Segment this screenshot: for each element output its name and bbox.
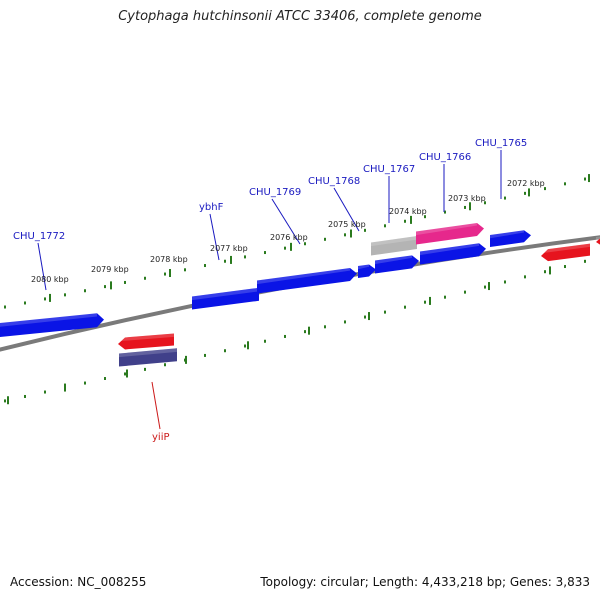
gene-highlight [119,348,177,358]
gene-highlight [192,287,259,301]
gene-yiip [119,348,177,367]
gene-chu-1769 [257,267,357,294]
gene-body [118,333,174,350]
gene-highlight [358,263,369,270]
tick-label: 2078 kbp [150,255,188,264]
genome-backbone [0,235,600,352]
map-title: Cytophaga hutchinsonii ATCC 33406, compl… [118,9,482,24]
tick-label: 2075 kbp [328,220,366,229]
gene-body [420,243,486,265]
gene-body [192,287,259,310]
leader-line [333,187,360,232]
inner-tick-ring [4,259,586,405]
gene-features [0,221,600,367]
gene-body [596,238,600,245]
tick-label: 2072 kbp [507,179,545,188]
gene-chu-1768 [358,263,376,278]
gene-label: CHU_1768 [308,176,360,187]
gene-highlight [490,229,524,239]
accession-text: Accession: NC_008255 [10,575,147,589]
gene-label: ybhF [199,202,224,213]
gene-body [375,255,419,274]
gene-label: CHU_1765 [475,138,527,149]
tick-label: 2074 kbp [389,207,427,216]
gene-chu-1766-b [420,242,486,265]
gene-highlight [118,333,174,342]
tick-label: 2076 kbp [270,233,308,242]
leader-line [209,213,220,261]
tick-label: 2079 kbp [91,265,129,274]
genome-summary-text: Topology: circular; Length: 4,433,218 bp… [260,575,590,589]
tick-label: 2073 kbp [448,194,486,203]
gene-label: CHU_1772 [13,231,65,242]
gene-chu-1772 [0,312,104,337]
gene-body [490,230,531,247]
tick-label: 2080 kbp [31,275,69,284]
gene-chu-1765 [490,229,531,247]
gene-label: CHU_1766 [419,152,471,163]
leader-line [271,198,301,245]
gene-label: yiiP [152,432,170,443]
gene-highlight [0,312,97,327]
gene-label: CHU_1769 [249,187,301,198]
leader-line [151,381,161,430]
tick-labels: 2080 kbp 2079 kbp 2078 kbp 2077 kbp 2076 kbp… [31,179,545,284]
gene-highlight [541,243,590,254]
gene-grey [371,236,417,256]
gene-chu-1767 [375,254,419,274]
outer-tick-ring [4,174,590,309]
gene-body [257,267,357,294]
gene-highlight [416,221,477,236]
gene-body [541,243,590,262]
gene-red-2 [541,243,590,262]
leader-line [37,242,47,291]
gene-highlight [596,236,600,240]
gene-highlight [420,242,479,256]
gene-body [416,222,484,245]
gene-label: CHU_1767 [363,164,415,175]
gene-body [371,236,417,256]
label-leader-lines [37,150,502,430]
gene-ybhf [192,287,259,310]
gene-highlight [371,236,417,247]
gene-chu-1766 [416,221,484,245]
gene-body [119,348,177,367]
gene-body [0,313,104,337]
gene-red-1 [118,333,174,350]
tick-label: 2077 kbp [210,244,248,253]
gene-red-3 [596,236,600,245]
gene-highlight [375,254,412,265]
gene-highlight [257,267,350,285]
gene-body [358,264,376,278]
